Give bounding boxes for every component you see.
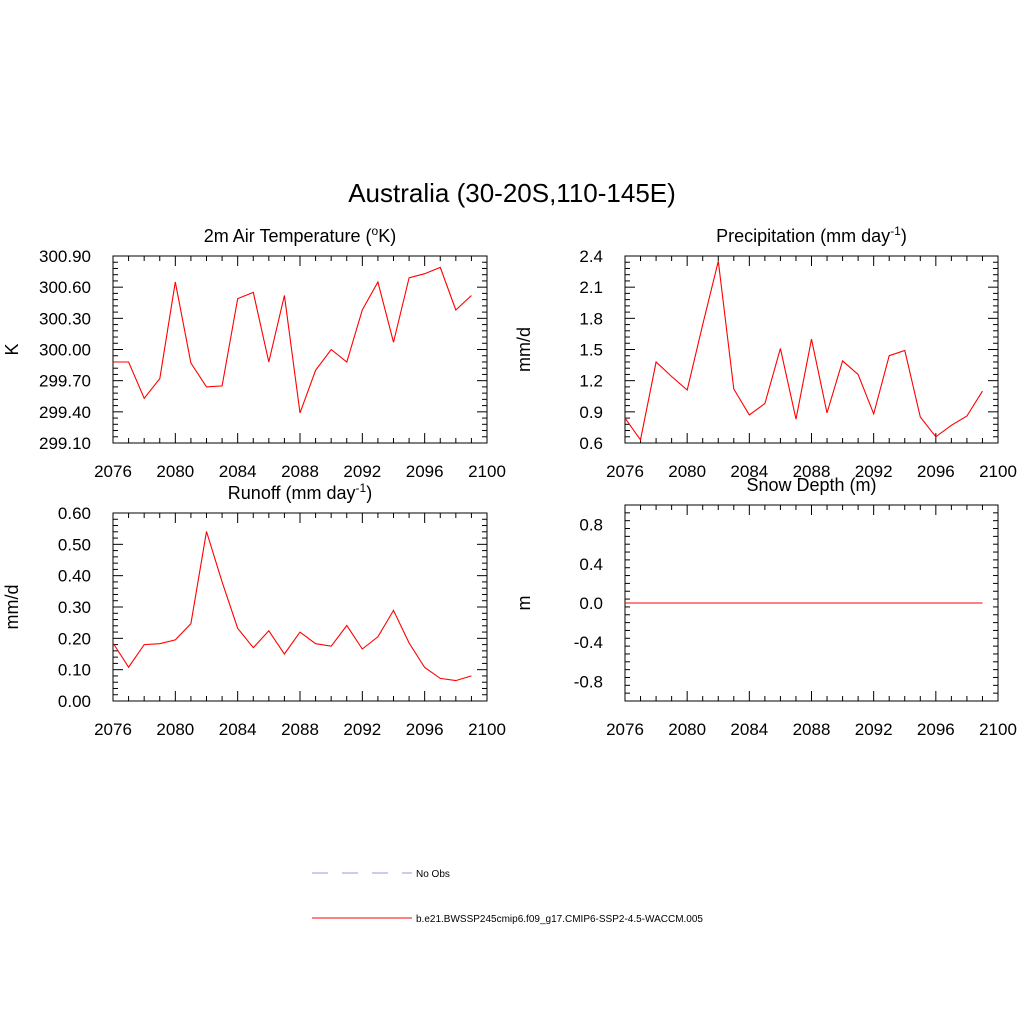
air-temperature-ytick-label: 299.70	[39, 372, 91, 391]
air-temperature-xtick-label: 2076	[94, 462, 132, 481]
precipitation-ytick-label: 1.2	[579, 372, 603, 391]
precipitation-xtick-label: 2080	[668, 462, 706, 481]
precipitation-title: Precipitation (mm day-1)	[716, 224, 907, 246]
air-temperature-plot-frame	[112, 255, 488, 444]
runoff-series-line	[112, 531, 472, 682]
precipitation-xtick-label: 2088	[793, 462, 831, 481]
snow-depth-xtick-label: 2076	[606, 720, 644, 739]
air-temperature-ylabel: K	[2, 343, 22, 355]
air-temperature-xtick-label: 2096	[406, 462, 444, 481]
snow-depth-ytick-label: 0.4	[579, 555, 603, 574]
snow-depth-ylabel: m	[514, 596, 534, 611]
snow-depth-xtick-label: 2096	[917, 720, 955, 739]
runoff-xtick-label: 2084	[219, 720, 257, 739]
precipitation-ytick-label: 0.6	[579, 434, 603, 453]
runoff-ytick-label: 0.50	[58, 535, 91, 554]
snow-depth-xtick-label: 2088	[793, 720, 831, 739]
precipitation-ytick-label: 1.5	[579, 341, 603, 360]
runoff-xtick-label: 2088	[281, 720, 319, 739]
air-temperature-ytick-label: 299.40	[39, 403, 91, 422]
runoff-xtick-label: 2092	[343, 720, 381, 739]
panel-runoff: Runoff (mm day-1) mm/d 2076 2080 2084 2088 209…	[2, 481, 506, 739]
runoff-ytick-label: 0.20	[58, 629, 91, 648]
snow-depth-xtick-label: 2092	[855, 720, 893, 739]
precipitation-ytick-label: 2.4	[579, 247, 603, 266]
runoff-ytick-label: 0.40	[58, 567, 91, 586]
snow-depth-xtick-label: 2084	[730, 720, 768, 739]
precipitation-xtick-label: 2096	[917, 462, 955, 481]
runoff-ytick-label: 0.00	[58, 692, 91, 711]
precipitation-xtick-label: 2084	[730, 462, 768, 481]
legend-obs-label: No Obs	[416, 869, 450, 880]
air-temperature-xtick-label: 2080	[156, 462, 194, 481]
snow-depth-xtick-label: 2100	[979, 720, 1017, 739]
runoff-ytick-label: 0.60	[58, 504, 91, 523]
runoff-xtick-label: 2096	[406, 720, 444, 739]
precipitation-ytick-label: 1.8	[579, 309, 603, 328]
air-temperature-xtick-label: 2088	[281, 462, 319, 481]
snow-depth-ytick-label: -0.4	[574, 633, 603, 652]
panel-air-temperature: 2m Air Temperature (oK) K 2076 2080 2084 2088…	[2, 224, 506, 481]
legend: No Obs b.e21.BWSSP245cmip6.f09_g17.CMIP6…	[312, 869, 703, 925]
precipitation-series-line	[624, 261, 983, 442]
air-temperature-xtick-label: 2100	[468, 462, 506, 481]
snow-depth-xtick-label: 2080	[668, 720, 706, 739]
air-temperature-xtick-label: 2084	[219, 462, 257, 481]
panel-precipitation: Precipitation (mm day-1) mm/d 2076 2080 2084…	[514, 224, 1017, 481]
snow-depth-ytick-label: -0.8	[574, 672, 603, 691]
precipitation-ytick-label: 2.1	[579, 278, 603, 297]
runoff-xtick-label: 2080	[156, 720, 194, 739]
air-temperature-ytick-label: 300.60	[39, 278, 91, 297]
air-temperature-series-line	[113, 266, 472, 414]
air-temperature-ytick-label: 300.90	[39, 247, 91, 266]
air-temperature-xtick-label: 2092	[343, 462, 381, 481]
runoff-plot-frame	[112, 512, 488, 702]
precipitation-plot-frame	[624, 255, 999, 444]
air-temperature-title: 2m Air Temperature (oK)	[204, 224, 396, 246]
precipitation-ytick-label: 0.9	[579, 403, 603, 422]
snow-depth-ytick-label: 0.8	[579, 516, 603, 535]
precipitation-xtick-label: 2100	[979, 462, 1017, 481]
air-temperature-ytick-label: 300.30	[39, 309, 91, 328]
runoff-ytick-label: 0.10	[58, 661, 91, 680]
snow-depth-title: Snow Depth (m)	[746, 475, 876, 495]
figure-title: Australia (30-20S,110-145E)	[348, 178, 676, 208]
snow-depth-ytick-label: 0.0	[579, 594, 603, 613]
panel-snow-depth: Snow Depth (m) m 2076 2080 2084 2088 2092 2096 2…	[514, 475, 1017, 739]
precipitation-ylabel: mm/d	[514, 327, 534, 372]
precipitation-xtick-label: 2092	[855, 462, 893, 481]
runoff-xtick-label: 2100	[468, 720, 506, 739]
runoff-xtick-label: 2076	[94, 720, 132, 739]
air-temperature-ytick-label: 300.00	[39, 341, 91, 360]
legend-model-label: b.e21.BWSSP245cmip6.f09_g17.CMIP6-SSP2-4…	[416, 914, 703, 925]
precipitation-xtick-label: 2076	[606, 462, 644, 481]
air-temperature-ytick-label: 299.10	[39, 434, 91, 453]
runoff-ytick-label: 0.30	[58, 598, 91, 617]
runoff-title: Runoff (mm day-1)	[228, 481, 372, 503]
runoff-ylabel: mm/d	[2, 585, 22, 630]
